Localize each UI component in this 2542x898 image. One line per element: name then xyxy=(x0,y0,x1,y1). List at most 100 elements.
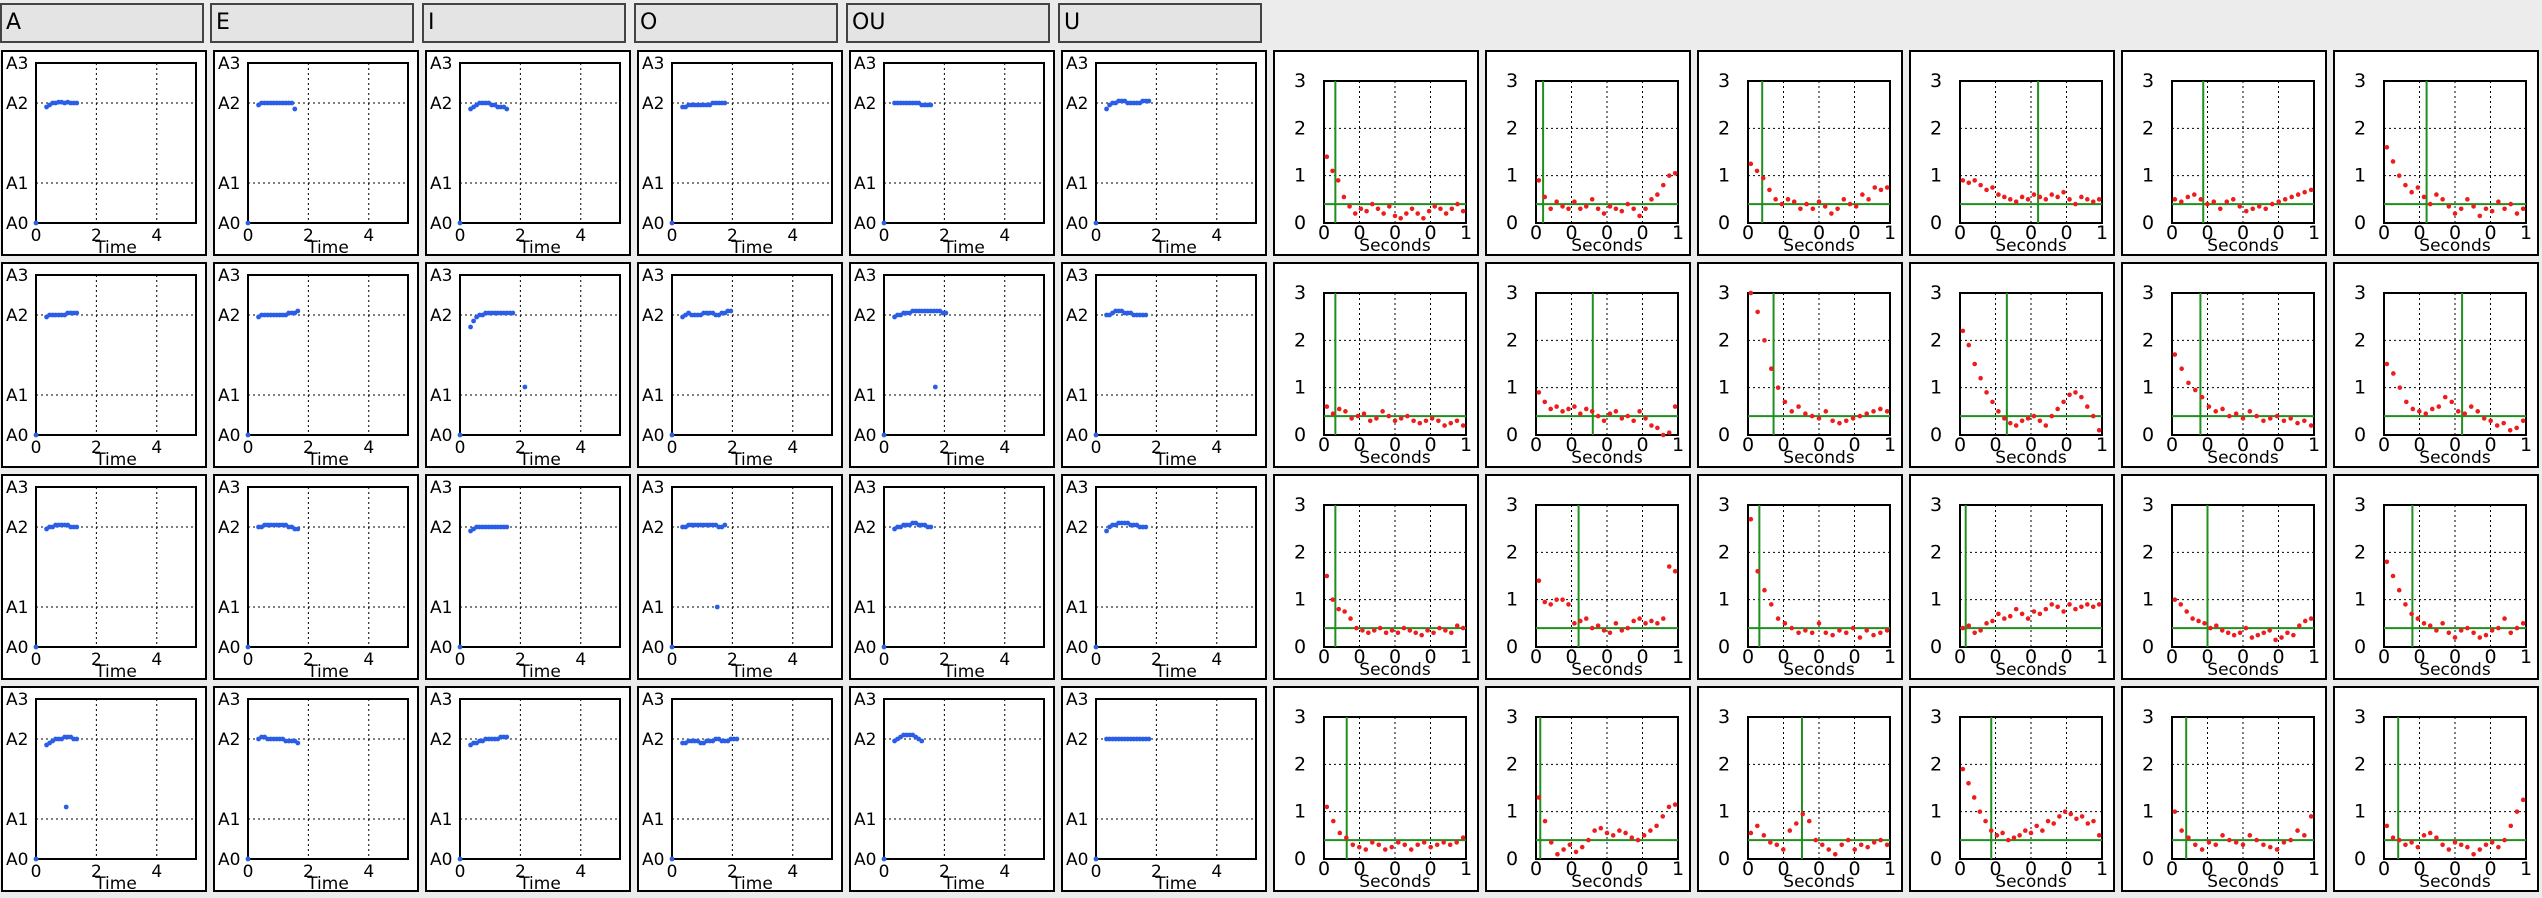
x-tick-label: 4 xyxy=(999,438,1010,458)
plot-area xyxy=(671,486,833,648)
deviation-point xyxy=(2281,418,2287,424)
y-tick-label: A2 xyxy=(6,94,28,114)
deviation-point xyxy=(1809,630,1815,636)
y-tick-label: 3 xyxy=(1718,706,1730,728)
x-tick-label: 2 xyxy=(939,226,950,246)
plot-area xyxy=(1747,80,1891,224)
x-tick-label: 0 xyxy=(1530,434,1542,456)
pitch-point xyxy=(74,736,80,742)
x-tick-label: 0 xyxy=(1954,434,1966,456)
y-tick-label: 2 xyxy=(1718,329,1730,351)
y-tick-label: 3 xyxy=(1506,494,1518,516)
deviation-point xyxy=(2079,194,2084,200)
x-tick-label: 0 xyxy=(1813,222,1825,244)
deviation-point xyxy=(2005,837,2011,843)
deviation-point xyxy=(2043,423,2049,428)
tab-o[interactable]: O xyxy=(634,3,838,43)
deviation-point xyxy=(2179,366,2184,372)
deviation-point xyxy=(2224,199,2230,204)
x-tick-label: 4 xyxy=(999,862,1010,882)
y-tick-label: A3 xyxy=(218,54,240,74)
y-tick-label: 3 xyxy=(1930,706,1942,728)
x-tick-label: 0 xyxy=(1318,222,1330,244)
y-tick-label: A3 xyxy=(218,478,240,498)
tab-i[interactable]: I xyxy=(422,3,626,43)
deviation-point xyxy=(1809,413,1815,419)
x-tick-label: 0 xyxy=(2449,222,2461,244)
y-tick-label: A3 xyxy=(6,54,28,74)
x-tick-label: 0 xyxy=(455,862,466,882)
tab-a[interactable]: A xyxy=(0,3,204,43)
panel-frame xyxy=(1,686,207,892)
deviation-point xyxy=(1760,175,1766,181)
x-axis-label: Time xyxy=(1154,874,1197,894)
deviation-point xyxy=(2090,199,2096,204)
panel-frame xyxy=(1061,474,1267,680)
y-tick-label: A0 xyxy=(218,638,240,658)
deviation-point xyxy=(1793,821,1799,826)
deviation-point xyxy=(1589,409,1595,414)
tab-u[interactable]: U xyxy=(1058,3,1262,43)
y-tick-label: 3 xyxy=(2354,706,2366,728)
y-tick-label: 0 xyxy=(1294,424,1306,446)
pitch-panel-r3-c5: A0 A1 A2 A3 0 2 4 Time xyxy=(849,474,1055,682)
y-tick-label: 1 xyxy=(1718,165,1730,187)
deviation-point xyxy=(2031,192,2037,197)
deviation-point xyxy=(1595,413,1601,419)
deviation-point xyxy=(1449,206,1455,212)
pitch-point xyxy=(669,856,675,862)
deviation-point xyxy=(1655,621,1660,626)
deviation-point xyxy=(2288,837,2294,843)
deviation-point xyxy=(1871,840,1877,845)
deviation-point xyxy=(2247,833,2253,838)
deviation-point xyxy=(1960,328,1966,334)
deviation-point xyxy=(1619,208,1625,214)
deviation-point xyxy=(1625,625,1631,631)
deviation-point xyxy=(1623,830,1628,836)
panel-frame xyxy=(2121,686,2327,892)
y-tick-label: 0 xyxy=(2354,848,2366,870)
deviation-point xyxy=(2295,192,2301,197)
x-tick-label: 1 xyxy=(1884,222,1896,244)
pitch-point xyxy=(1093,432,1099,438)
deviation-point xyxy=(1572,404,1577,409)
pitch-point xyxy=(295,308,301,314)
y-tick-label: 1 xyxy=(1930,377,1942,399)
deviation-point xyxy=(1672,568,1678,574)
y-tick-label: 3 xyxy=(2142,70,2154,92)
deviation-point xyxy=(2240,842,2246,848)
deviation-point xyxy=(2508,823,2514,829)
y-tick-label: A2 xyxy=(6,306,28,326)
x-tick-label: 1 xyxy=(2096,646,2108,668)
deviation-point xyxy=(1607,630,1613,636)
deviation-point xyxy=(1387,204,1392,209)
tab-e[interactable]: E xyxy=(210,3,414,43)
x-tick-label: 0 xyxy=(1389,858,1401,880)
deviation-point xyxy=(1803,411,1808,417)
deviation-point xyxy=(1361,411,1367,417)
x-tick-label: 0 xyxy=(1601,858,1613,880)
x-tick-label: 0 xyxy=(1954,858,1966,880)
pitch-point xyxy=(734,736,740,742)
y-tick-label: 1 xyxy=(1930,801,1942,823)
deviation-point xyxy=(1341,194,1347,200)
x-axis-label: Time xyxy=(730,238,773,258)
plot-area xyxy=(1959,716,2103,860)
tab-ou[interactable]: OU xyxy=(846,3,1050,43)
deviation-point xyxy=(1649,197,1654,202)
deviation-point xyxy=(1347,204,1352,209)
deviation-point xyxy=(2013,199,2019,204)
deviation-point xyxy=(2267,416,2273,421)
deviation-point xyxy=(1542,194,1548,200)
x-axis-label: Time xyxy=(1154,662,1197,682)
y-tick-label: 1 xyxy=(2142,589,2154,611)
deviation-point xyxy=(1572,621,1577,626)
deviation-point xyxy=(1383,630,1389,636)
x-tick-label: 0 xyxy=(2201,646,2213,668)
panel-frame xyxy=(213,686,419,892)
deviation-point xyxy=(2520,797,2526,803)
y-tick-label: A2 xyxy=(430,518,452,538)
